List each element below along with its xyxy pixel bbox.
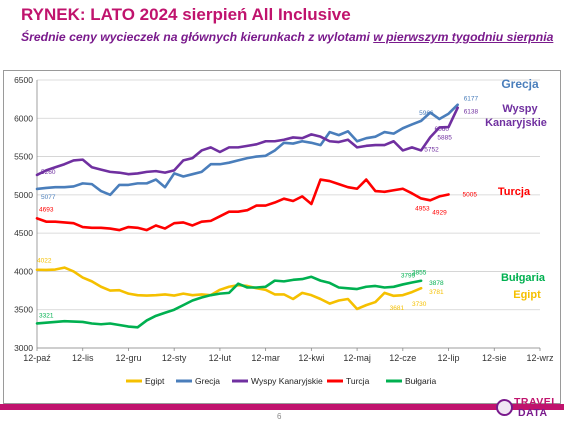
series-line-grecja — [35, 103, 459, 197]
page-title: RYNEK: LATO 2024 sierpień All Inclusive — [21, 5, 351, 24]
y-tick-label: 3000 — [14, 343, 33, 353]
logo-bottom-text: DATA — [518, 407, 548, 419]
x-tick-label: 12-sty — [162, 353, 187, 363]
legend-item: Egipt — [145, 376, 165, 386]
series-line-egipt — [35, 266, 423, 311]
data-label: 3321 — [39, 312, 54, 319]
series-label: Grecja — [501, 77, 539, 91]
series-label: Turcja — [498, 186, 531, 198]
data-label: 3730 — [412, 301, 427, 308]
x-tick-label: 12-lip — [438, 353, 460, 363]
subtitle-text: Średnie ceny wycieczek na głównych kieru… — [21, 30, 374, 44]
data-label: 6177 — [464, 96, 479, 103]
legend-item: Grecja — [195, 376, 220, 386]
x-tick-label: 12-mar — [251, 353, 280, 363]
series-line-wyspy-kanaryjskie — [35, 106, 459, 177]
y-tick-label: 4000 — [14, 266, 33, 276]
data-label: 5077 — [41, 194, 56, 201]
logo-globe-icon — [496, 399, 513, 416]
y-tick-label: 6000 — [14, 113, 33, 123]
data-label: 5752 — [424, 146, 439, 153]
data-label: 3878 — [429, 280, 444, 287]
footer-bar — [0, 404, 564, 410]
x-tick-label: 12-lis — [72, 353, 94, 363]
data-label: 5005 — [463, 191, 478, 198]
data-label: 6060 — [435, 126, 450, 133]
y-tick-label: 5500 — [14, 152, 33, 162]
subtitle-underlined-text: w pierwszym tygodniu sierpnia — [373, 30, 554, 44]
page-number: 6 — [277, 412, 282, 421]
data-label: 3855 — [412, 270, 427, 277]
travel-data-logo: TRAVEL DATA — [496, 396, 558, 422]
series-label: Bułgaria — [501, 272, 546, 284]
data-label: 6138 — [464, 109, 479, 116]
series-label: Egipt — [513, 289, 541, 301]
y-tick-label: 5000 — [14, 190, 33, 200]
legend-item: Wyspy Kanaryjskie — [251, 376, 323, 386]
chart-series-labels: Egipt Grecja Wyspy Kanaryjskie Turcja Bułgari… — [485, 77, 547, 301]
chart-frame — [3, 70, 561, 404]
data-label: 5260 — [41, 169, 56, 176]
x-tick-label: 12-lut — [209, 353, 232, 363]
chart-legend: Egipt Grecja Wyspy Kanaryjskie Turcja Bułgar… — [126, 376, 436, 386]
logo-top-text: TRAVEL — [514, 396, 559, 408]
data-label: 3799 — [401, 272, 416, 279]
data-label: 4693 — [39, 206, 54, 213]
series-line-bułgaria — [35, 275, 423, 329]
series-line-turcja — [35, 178, 450, 232]
legend-item: Turcja — [346, 376, 370, 386]
x-tick-label: 12-gru — [115, 353, 141, 363]
chart-grid — [37, 79, 540, 349]
legend-item: Bułgaria — [405, 376, 436, 386]
data-label: 3781 — [429, 289, 444, 296]
data-label: 5885 — [437, 134, 452, 141]
data-label: 3681 — [390, 305, 405, 312]
x-tick-label: 12-kwi — [298, 353, 324, 363]
x-tick-label: 12-maj — [343, 353, 371, 363]
x-tick-label: 12-paź — [23, 353, 51, 363]
y-tick-label: 3500 — [14, 305, 33, 315]
chart-axes: 3000 3500 4000 4500 5000 5500 6000 6500 12-paź 12… — [14, 75, 554, 363]
y-tick-label: 4500 — [14, 228, 33, 238]
series-label: Wyspy — [502, 103, 538, 115]
data-label: 5966 — [419, 110, 434, 117]
chart-series — [35, 103, 459, 329]
data-label: 4929 — [432, 209, 447, 216]
page-subtitle: Średnie ceny wycieczek na głównych kieru… — [21, 30, 553, 44]
data-label: 4022 — [37, 258, 52, 265]
y-tick-label: 6500 — [14, 75, 33, 85]
series-label: Kanaryjskie — [485, 117, 547, 129]
x-tick-label: 12-wrz — [526, 353, 554, 363]
x-tick-label: 12-cze — [389, 353, 416, 363]
data-label: 4953 — [415, 205, 430, 212]
x-tick-label: 12-sie — [482, 353, 507, 363]
